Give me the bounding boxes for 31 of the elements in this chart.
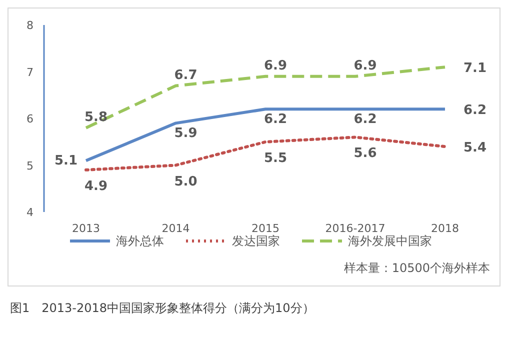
caption: 图1 2013-2018中国国家形象整体得分（满分为10分）: [10, 301, 314, 315]
y-tick-label: 4: [26, 206, 34, 219]
x-tick-label: 2015: [252, 222, 280, 235]
x-tick-label: 2013: [72, 222, 100, 235]
data-label: 5.8: [84, 110, 108, 125]
data-label: 6.2: [264, 112, 288, 128]
data-label: 5.9: [174, 126, 198, 142]
y-tick-label: 7: [26, 66, 34, 79]
legend-label: 发达国家: [232, 234, 280, 248]
data-label: 6.2: [354, 112, 377, 128]
data-label: 5.5: [264, 150, 288, 166]
line-series: [84, 136, 446, 172]
data-label: 4.9: [84, 178, 108, 194]
data-label: 6.9: [354, 58, 377, 74]
y-tick-label: 8: [26, 19, 34, 32]
y-tick-label: 6: [26, 112, 34, 126]
data-label: 6.2: [463, 103, 487, 118]
data-label: 6.7: [174, 68, 198, 83]
x-tick-label: 2018: [431, 222, 459, 235]
text: 样本量：10500个海外样本: [344, 261, 490, 275]
legend-label: 海外总体: [116, 234, 164, 248]
legend-label: 海外发展中国家: [348, 234, 432, 248]
y-tick-label: 5: [26, 159, 34, 172]
data-label: 5.1: [54, 154, 78, 169]
data-label: 6.9: [264, 58, 288, 74]
x-tick-label: 2014: [162, 222, 190, 235]
x-tick-label: 2016-2017: [325, 222, 386, 235]
data-label: 5.0: [174, 174, 198, 190]
data-label: 7.1: [463, 61, 487, 76]
data-label: 5.6: [354, 146, 377, 162]
data-label: 5.4: [463, 140, 487, 156]
